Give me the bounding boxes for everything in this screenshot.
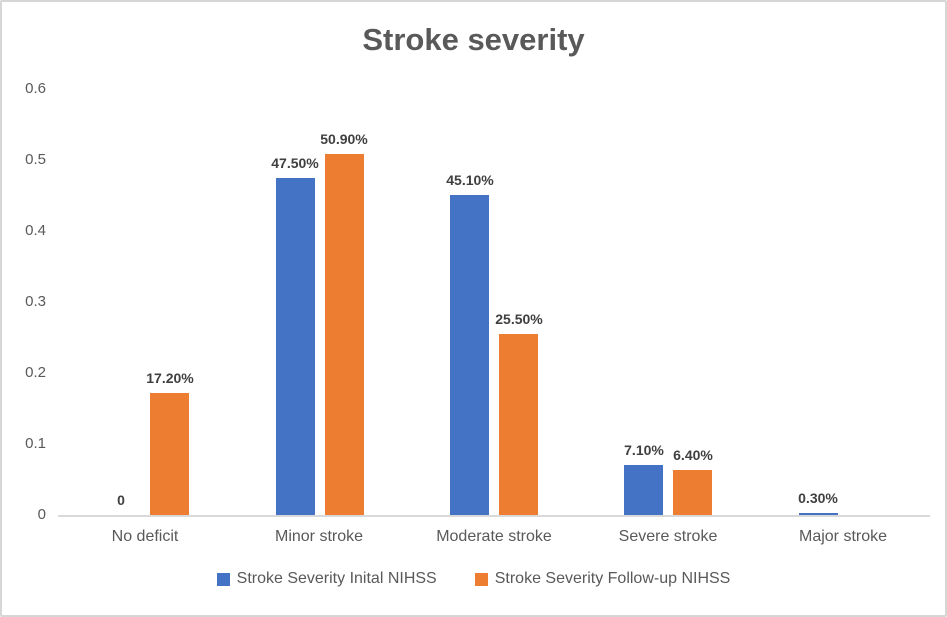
data-label-no-deficit-1: 17.20% bbox=[146, 370, 194, 386]
x-axis-category-label-moderate-stroke: Moderate stroke bbox=[436, 528, 552, 545]
bar-nihss-0-moderate-stroke bbox=[450, 195, 489, 515]
legend-item-initial-nihss: Stroke Severity Inital NIHSS bbox=[216, 570, 437, 588]
y-axis-tick-label: 0.6 bbox=[25, 80, 46, 97]
legend-label-followup: Stroke Severity Follow-up NIHSS bbox=[494, 570, 731, 587]
data-label-moderate-stroke-0: 45.10% bbox=[446, 172, 494, 188]
legend-swatch-initial-icon bbox=[216, 572, 230, 586]
y-axis-tick-label: 0.3 bbox=[25, 293, 46, 310]
data-label-minor-stroke-0: 47.50% bbox=[271, 155, 319, 171]
legend-swatch-followup-icon bbox=[474, 572, 488, 586]
x-axis-line bbox=[58, 515, 930, 517]
legend: Stroke Severity Inital NIHSS Stroke Seve… bbox=[2, 570, 945, 588]
legend-item-followup-nihss: Stroke Severity Follow-up NIHSS bbox=[474, 570, 731, 588]
y-axis-tick-label: 0.5 bbox=[25, 151, 46, 168]
y-axis-tick-label: 0.2 bbox=[25, 364, 46, 381]
bar-nihss-1-severe-stroke bbox=[673, 470, 712, 515]
y-axis-tick-label: 0.1 bbox=[25, 435, 46, 452]
chart-title: Stroke severity bbox=[362, 22, 585, 57]
data-label-severe-stroke-1: 6.40% bbox=[673, 447, 713, 463]
y-axis-tick-label: 0 bbox=[37, 506, 46, 523]
data-label-major-stroke-0: 0.30% bbox=[798, 490, 838, 506]
data-label-no-deficit-0: 0 bbox=[117, 492, 125, 508]
legend-label-initial: Stroke Severity Inital NIHSS bbox=[236, 570, 437, 587]
y-axis-tick-label: 0.4 bbox=[25, 222, 46, 239]
x-axis-category-label-minor-stroke: Minor stroke bbox=[274, 528, 364, 545]
data-label-minor-stroke-1: 50.90% bbox=[320, 131, 368, 147]
x-axis-category-label-major-stroke: Major stroke bbox=[798, 528, 888, 545]
bar-nihss-0-minor-stroke bbox=[276, 178, 315, 515]
x-axis-category-label-severe-stroke: Severe stroke bbox=[618, 528, 718, 545]
bar-nihss-0-major-stroke bbox=[799, 513, 838, 515]
bar-nihss-1-no-deficit bbox=[150, 393, 189, 515]
bar-nihss-1-moderate-stroke bbox=[499, 334, 538, 515]
bar-nihss-0-severe-stroke bbox=[624, 465, 663, 515]
x-axis-category-label-no-deficit: No deficit bbox=[111, 528, 179, 545]
bar-nihss-1-minor-stroke bbox=[325, 154, 364, 515]
data-label-severe-stroke-0: 7.10% bbox=[624, 442, 664, 458]
data-label-moderate-stroke-1: 25.50% bbox=[495, 311, 543, 327]
